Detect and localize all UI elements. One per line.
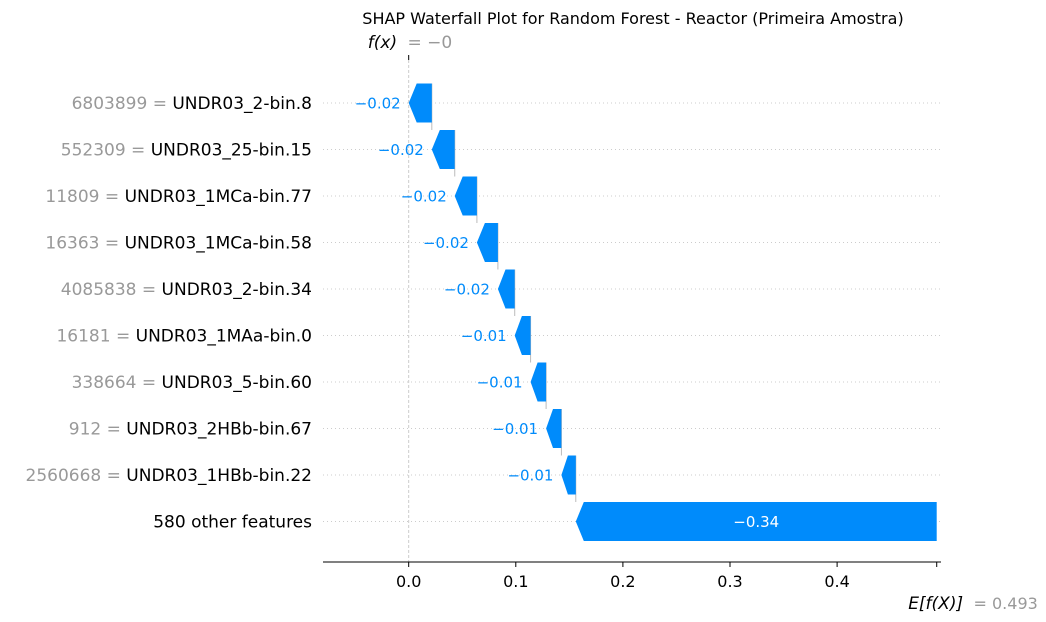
bar-6 (514, 316, 531, 355)
base-label: E[f(X)] (908, 594, 963, 614)
bar-value-label: −0.01 (461, 327, 507, 345)
x-tick-label: 0.4 (824, 572, 849, 591)
bar-value-label: −0.01 (477, 374, 523, 392)
bar-value-label: −0.02 (401, 188, 447, 206)
feature-name: UNDR03_2-bin.34 (162, 280, 312, 300)
feature-labels: 6803899 = UNDR03_2-bin.8 552309 = UNDR03_… (26, 94, 313, 533)
bar-1 (408, 83, 432, 123)
feature-name: UNDR03_2HBb-bin.67 (126, 420, 312, 440)
bar-9 (561, 455, 576, 495)
feature-label: 580 other features (153, 513, 312, 533)
feature-name: UNDR03_25-bin.15 (151, 141, 312, 161)
fx-annotation: f(x) = −0 (368, 33, 452, 53)
x-tick-label: 0.0 (396, 572, 421, 591)
feature-value: 2560668 = (26, 466, 127, 486)
reference-lines (408, 60, 577, 562)
feature-value: 338664 = (72, 373, 162, 393)
bar-8 (546, 409, 562, 448)
base-value-annotation: E[f(X)] = 0.493 (908, 594, 1038, 614)
feature-name: UNDR03_1MAa-bin.0 (136, 327, 312, 347)
feature-name: UNDR03_2-bin.8 (172, 94, 312, 114)
bar-5 (497, 269, 515, 309)
feature-name: UNDR03_1MCa-bin.58 (125, 234, 312, 254)
feature-label: 11809 = UNDR03_1MCa-bin.77 (45, 187, 312, 207)
feature-value: 16181 = (56, 327, 135, 347)
bar-value-label: −0.02 (355, 95, 401, 113)
feature-name: UNDR03_1HBb-bin.22 (126, 466, 312, 486)
feature-name: 580 other features (153, 513, 312, 533)
bar-value-label: −0.02 (423, 234, 469, 252)
feature-value: 912 = (69, 420, 127, 440)
fx-value: = −0 (408, 33, 453, 53)
chart-title: SHAP Waterfall Plot for Random Forest - … (362, 9, 903, 28)
x-tick-label: 0.1 (503, 572, 528, 591)
feature-label: 4085838 = UNDR03_2-bin.34 (61, 280, 312, 300)
feature-value: 16363 = (45, 234, 124, 254)
feature-value: 11809 = (45, 187, 124, 207)
bar-value-label: −0.34 (733, 513, 779, 531)
feature-value: 552309 = (61, 141, 151, 161)
x-tick-label: 0.3 (717, 572, 742, 591)
bars: −0.02 −0.02 −0.02 −0.02 −0.02 −0.01 −0.01 −0.01… (355, 83, 937, 541)
feature-label: 2560668 = UNDR03_1HBb-bin.22 (26, 466, 312, 486)
bar-value-label: −0.01 (507, 467, 553, 485)
feature-label: 552309 = UNDR03_25-bin.15 (61, 141, 312, 161)
feature-label: 912 = UNDR03_2HBb-bin.67 (69, 420, 312, 440)
bar-4 (476, 223, 498, 262)
bar-3 (454, 176, 477, 216)
feature-label: 16363 = UNDR03_1MCa-bin.58 (45, 234, 312, 254)
bar-10 (575, 502, 937, 541)
bar-value-label: −0.02 (378, 141, 424, 159)
feature-value: 4085838 = (61, 280, 162, 300)
base-value: = 0.493 (974, 594, 1038, 613)
feature-label: 6803899 = UNDR03_2-bin.8 (72, 94, 312, 114)
feature-name: UNDR03_1MCa-bin.77 (125, 187, 312, 207)
feature-value: 6803899 = (72, 94, 173, 114)
bar-value-label: −0.02 (444, 281, 490, 299)
feature-label: 16181 = UNDR03_1MAa-bin.0 (56, 327, 312, 347)
fx-label: f(x) (368, 33, 397, 53)
x-axis: 0.0 0.1 0.2 0.3 0.4 (323, 55, 941, 591)
x-tick-label: 0.2 (610, 572, 635, 591)
bar-2 (431, 130, 455, 169)
bar-7 (530, 362, 547, 402)
row-gridlines (323, 102, 941, 522)
bar-value-label: −0.01 (492, 420, 538, 438)
feature-name: UNDR03_5-bin.60 (162, 373, 312, 393)
feature-label: 338664 = UNDR03_5-bin.60 (72, 373, 312, 393)
